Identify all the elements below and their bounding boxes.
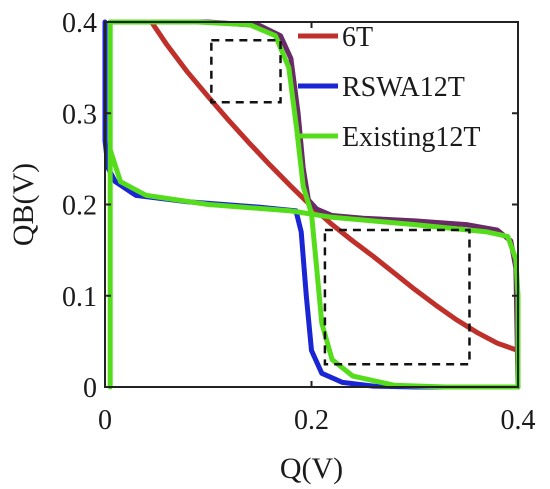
legend-label-rswa12t: RSWA12T [342,72,465,103]
zoom-box-2 [323,228,471,366]
legend: 6T RSWA12T Existing12T [298,22,480,153]
zoom-box-1 [210,39,282,104]
y-tick-label: 0.1 [62,282,97,313]
legend-label-existing12t: Existing12T [342,122,480,153]
legend-label-6t: 6T [342,22,373,53]
y-axis-label: QB(V) [7,163,40,246]
series-line-6t [149,19,521,353]
x-tick-label: 0.2 [294,405,329,436]
annotation-layer [210,39,471,366]
x-axis-label: Q(V) [280,452,343,485]
x-tick-label: 0 [98,405,112,436]
y-tick-label: 0.3 [62,99,97,130]
x-tick-label: 0.4 [501,405,536,436]
tick-layer: 0 0.2 0.4 0 0.1 0.2 0.3 0.4 [62,8,536,436]
y-tick-label: 0.2 [62,191,97,222]
y-tick-label: 0.4 [62,8,97,39]
y-tick-label: 0 [83,373,97,404]
